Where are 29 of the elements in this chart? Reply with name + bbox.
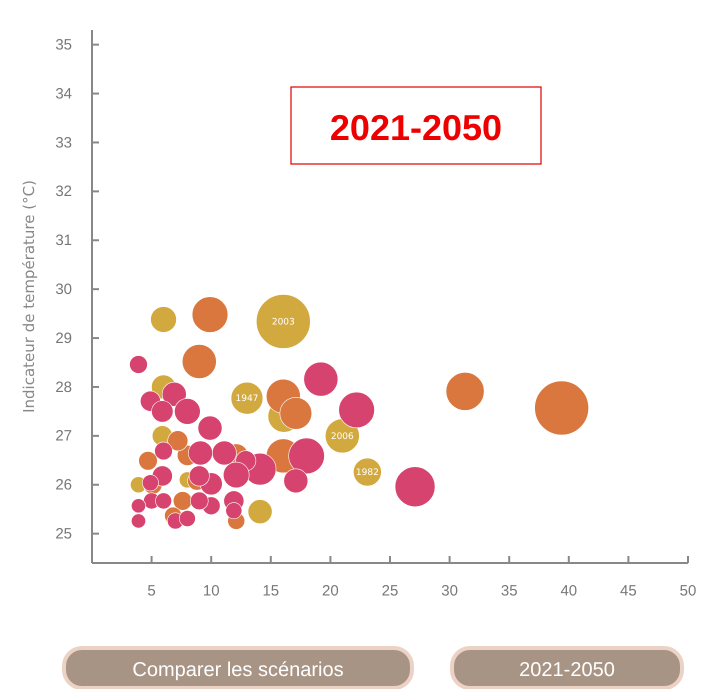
text: 2021-2050 [330,107,502,148]
text: 2021-2050 [519,659,615,681]
y-tick-label: 31 [55,232,72,250]
x-tick-label: 25 [382,582,398,600]
x-tick-label: 30 [441,582,458,600]
x-tick-label: 20 [322,582,339,600]
x-tick-label: 35 [500,582,518,600]
y-axis-title: Indicateur de température (°C) [20,180,38,413]
text: Comparer les scénarios [132,659,344,681]
x-tick-label: 5 [147,582,156,600]
y-tick-label: 30 [55,280,72,298]
y-tick-label: 27 [55,428,72,445]
x-tick-label: 15 [262,582,280,600]
annotation: 1947 [236,394,258,404]
y-tick-label: 34 [55,85,72,102]
y-tick-label: 35 [55,36,72,54]
y-tick-label: 25 [55,525,72,542]
x-tick-label: 40 [560,582,578,600]
y-tick-label: 29 [55,330,72,347]
annotation: 2006 [330,432,354,442]
x-tick-label: 45 [620,582,637,600]
y-tick-label: 28 [55,378,72,396]
x-tick-label: 50 [680,582,696,600]
annotation: 1982 [356,468,379,478]
annotation: 2003 [272,317,295,328]
x-tick-label: 10 [202,582,220,600]
y-tick-label: 26 [55,476,72,494]
y-tick-label: 33 [55,134,72,152]
y-tick-label: 32 [55,183,72,200]
